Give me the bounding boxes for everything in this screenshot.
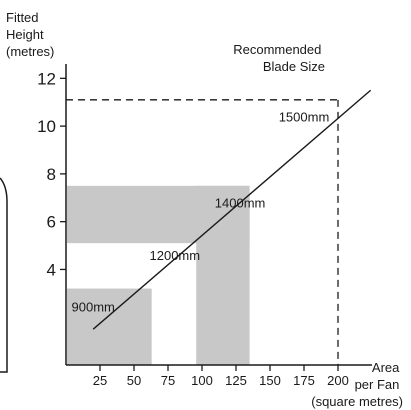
shaded-regions [67,185,250,365]
x-tick-label: 25 [93,373,107,388]
region-label: 1200mm [150,248,201,263]
x-tick-label: 200 [327,373,349,388]
y-axis-label-line-1: Fitted [6,10,39,25]
y-axis-label-line-3: (metres) [6,44,54,59]
x-axis-label-line-3: (square metres) [311,394,403,409]
region-label: 1500mm [279,109,330,124]
region-label: 900mm [72,299,115,314]
reference-lines [66,99,339,365]
region-labels: 900mm 1200mm 1400mm 1500mm [72,109,330,314]
series [92,89,372,330]
y-axis-label-line-2: Height [6,27,44,42]
x-tick-label: 175 [293,373,315,388]
y-tick-label: 4 [47,260,56,279]
series-label-line-1: Recommended [233,42,321,57]
region-900mm [67,288,152,365]
x-axis-label-line-2: per Fan [355,377,400,392]
region-label: 1400mm [215,195,266,210]
x-tick-label: 50 [127,373,141,388]
x-tick-label: 150 [259,373,281,388]
y-tick-label: 8 [47,165,56,184]
x-axis-label-line-1: Area [372,360,400,375]
x-axis-label: Area per Fan (square metres) [311,360,403,409]
x-tick-label: 125 [225,373,247,388]
y-ticks: 4 6 8 10 12 [37,69,66,279]
x-tick-label: 100 [191,373,213,388]
y-axis-label: Fitted Height (metres) [6,10,54,59]
x-ticks: 25 50 75 100 125 150 175 200 [93,365,349,388]
series-label: Recommended Blade Size [233,42,325,74]
series-line-recommended-blade-size [92,89,372,330]
left-edge-decoration [0,177,8,373]
y-tick-label: 6 [47,213,56,232]
y-tick-label: 10 [37,117,56,136]
y-tick-label: 12 [37,69,56,88]
series-label-line-2: Blade Size [263,59,325,74]
region-1400mm-column [196,185,250,365]
x-tick-label: 75 [161,373,175,388]
